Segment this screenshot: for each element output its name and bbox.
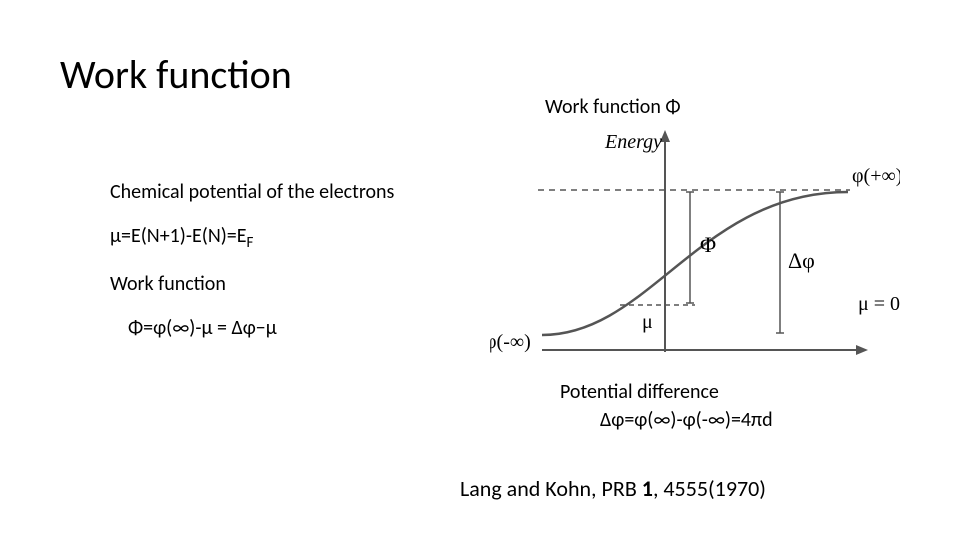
citation: Lang and Kohn, PRB 1, 4555(1970): [460, 475, 766, 502]
slide-root: Work function Work function Φ Chemical p…: [0, 0, 960, 540]
slide-title: Work function: [60, 50, 292, 99]
work-function-phi-label: Work function Φ: [545, 95, 681, 119]
wf-label-text: Work function: [545, 95, 665, 119]
potential-difference-heading: Potential difference: [560, 380, 719, 404]
phi-symbol: Φ: [665, 95, 680, 119]
citation-suffix: , 4555(1970): [653, 475, 766, 502]
phi-equation: Φ=φ(∞)-μ = Δφ−μ: [110, 311, 394, 345]
work-function-heading: Work function: [110, 267, 394, 301]
phi-minus-inf-label: φ(-∞): [490, 331, 531, 353]
mu-eq-main: μ=E(N+1)-E(N)=E: [110, 224, 247, 248]
citation-prefix: Lang and Kohn, PRB: [460, 475, 642, 502]
energy-diagram: Energy φ(+∞) μ φ(-∞) μ = 0 Φ Δφ: [490, 130, 900, 380]
mu-zero-label: μ = 0: [858, 293, 900, 315]
citation-volume: 1: [642, 475, 653, 502]
chem-potential-heading: Chemical potential of the electrons: [110, 175, 394, 209]
energy-axis-label: Energy: [604, 131, 662, 153]
mu-eq-subscript: F: [247, 234, 254, 252]
big-phi-label: Φ: [700, 232, 716, 257]
delta-phi-label: Δφ: [788, 248, 815, 273]
left-text-block: Chemical potential of the electrons μ=E(…: [110, 175, 394, 355]
x-axis-arrow-icon: [856, 345, 868, 355]
potential-difference-equation: Δφ=φ(∞)-φ(-∞)=4πd: [600, 408, 773, 432]
mu-label: μ: [642, 311, 653, 333]
mu-equation: μ=E(N+1)-E(N)=EF: [110, 219, 394, 257]
phi-plus-inf-label: φ(+∞): [852, 165, 900, 187]
